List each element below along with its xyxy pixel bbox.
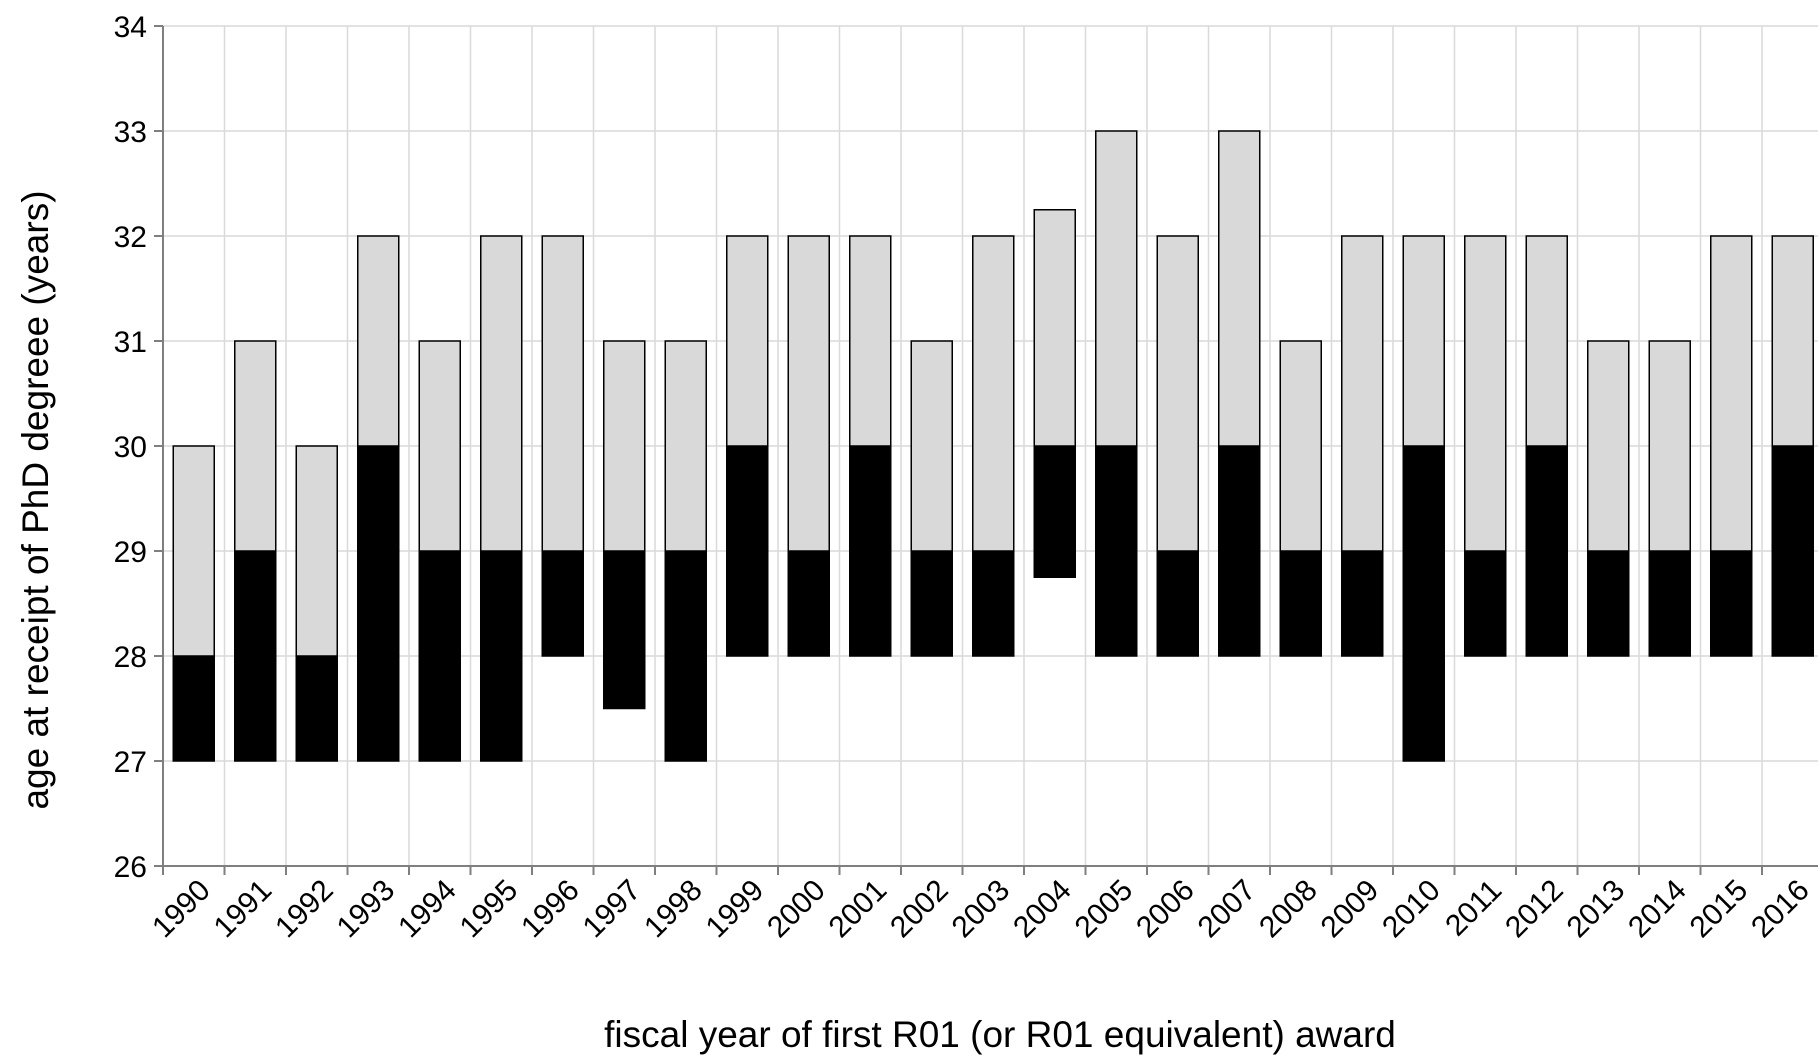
bar-dark-1990 <box>172 655 215 762</box>
bar-dark-1996 <box>541 550 584 657</box>
bar-dark-1994 <box>418 550 461 762</box>
x-tick-label: 2013 <box>1561 874 1632 945</box>
x-tick-labels: 1990199119921993199419951996199719981999… <box>146 874 1816 945</box>
bar-dark-1999 <box>726 445 769 657</box>
bar-light-2005 <box>1095 130 1138 447</box>
bar-dark-1993 <box>357 445 400 762</box>
x-tick-label: 1991 <box>208 874 279 945</box>
y-axis-title: age at receipt of PhD degreee (years) <box>15 190 56 809</box>
bar-light-2010 <box>1402 235 1445 447</box>
bar-dark-2015 <box>1710 550 1753 657</box>
bar-light-2007 <box>1218 130 1261 447</box>
x-tick-label: 1994 <box>392 874 463 945</box>
bar-light-2003 <box>972 235 1015 552</box>
x-tick-label: 1990 <box>146 874 217 945</box>
x-tick-label: 2016 <box>1745 874 1816 945</box>
x-tick-label: 2002 <box>884 874 955 945</box>
bar-dark-1992 <box>295 655 338 762</box>
x-tick-label: 2009 <box>1315 874 1386 945</box>
y-tick-label: 29 <box>114 536 147 569</box>
x-tick-label: 1996 <box>515 874 586 945</box>
bar-dark-2008 <box>1279 550 1322 657</box>
x-tick-label: 1999 <box>700 874 771 945</box>
x-tick-label: 2000 <box>761 874 832 945</box>
y-tick-label: 32 <box>114 221 147 254</box>
bar-light-2004 <box>1033 209 1076 447</box>
y-tick-labels: 26 27 28 29 30 31 32 33 34 <box>114 11 147 884</box>
bar-light-2016 <box>1771 235 1814 447</box>
bar-dark-1997 <box>603 550 646 710</box>
bar-dark-2003 <box>972 550 1015 657</box>
bar-light-1996 <box>541 235 584 552</box>
bar-dark-1991 <box>234 550 277 762</box>
y-tick-label: 26 <box>114 851 147 884</box>
gridlines <box>163 25 1818 866</box>
x-tick-label: 2008 <box>1253 874 1324 945</box>
bar-light-2001 <box>849 235 892 447</box>
bar-light-1992 <box>295 445 338 657</box>
bar-dark-2012 <box>1525 445 1568 657</box>
bar-light-2011 <box>1464 235 1507 552</box>
axes <box>154 25 1818 875</box>
y-tick-label: 31 <box>114 326 147 359</box>
x-tick-label: 2010 <box>1376 874 1447 945</box>
bar-light-1997 <box>603 340 646 552</box>
bar-dark-2013 <box>1587 550 1630 657</box>
x-tick-label: 2005 <box>1069 874 1140 945</box>
x-tick-label: 2014 <box>1622 874 1693 945</box>
x-tick-label: 2011 <box>1439 874 1508 943</box>
x-axis-title: fiscal year of first R01 (or R01 equival… <box>604 1014 1396 1055</box>
y-tick-label: 33 <box>114 116 147 149</box>
bar-light-1998 <box>664 340 707 552</box>
y-tick-label: 27 <box>114 746 147 779</box>
bar-dark-2001 <box>849 445 892 657</box>
bar-light-1993 <box>357 235 400 447</box>
x-tick-label: 1993 <box>331 874 402 945</box>
x-tick-label: 1995 <box>454 874 525 945</box>
bar-light-1994 <box>418 340 461 552</box>
x-tick-label: 2007 <box>1192 874 1263 945</box>
x-tick-label: 2004 <box>1007 874 1078 945</box>
y-tick-label: 34 <box>114 11 147 44</box>
bar-light-2008 <box>1279 340 1322 552</box>
bar-dark-1998 <box>664 550 707 762</box>
bar-dark-2005 <box>1095 445 1138 657</box>
bar-dark-2009 <box>1341 550 1384 657</box>
bar-dark-2000 <box>787 550 830 657</box>
bar-dark-1995 <box>480 550 523 762</box>
bar-light-2000 <box>787 235 830 552</box>
bar-dark-2016 <box>1771 445 1814 657</box>
bar-dark-2010 <box>1402 445 1445 762</box>
y-tick-label: 30 <box>114 431 147 464</box>
bar-light-2014 <box>1648 340 1691 552</box>
bar-dark-2007 <box>1218 445 1261 657</box>
bar-light-2013 <box>1587 340 1630 552</box>
x-tick-label: 1997 <box>577 874 648 945</box>
x-tick-label: 2015 <box>1684 874 1755 945</box>
bar-light-1995 <box>480 235 523 552</box>
x-tick-label: 2003 <box>946 874 1017 945</box>
bar-light-1991 <box>234 340 277 552</box>
bar-light-2012 <box>1525 235 1568 447</box>
bars <box>172 130 1814 762</box>
bar-dark-2006 <box>1156 550 1199 657</box>
bar-light-1990 <box>172 445 215 657</box>
y-tick-label: 28 <box>114 641 147 674</box>
bar-light-2015 <box>1710 235 1753 552</box>
x-tick-label: 2012 <box>1499 874 1570 945</box>
bar-light-2002 <box>910 340 953 552</box>
x-tick-label: 1998 <box>638 874 709 945</box>
bar-dark-2004 <box>1033 445 1076 578</box>
x-tick-label: 1992 <box>269 874 340 945</box>
bar-light-2009 <box>1341 235 1384 552</box>
bar-light-2006 <box>1156 235 1199 552</box>
bar-light-1999 <box>726 235 769 447</box>
bar-dark-2014 <box>1648 550 1691 657</box>
x-tick-label: 2006 <box>1130 874 1201 945</box>
bar-dark-2002 <box>910 550 953 657</box>
x-tick-label: 2001 <box>823 874 894 945</box>
bar-dark-2011 <box>1464 550 1507 657</box>
